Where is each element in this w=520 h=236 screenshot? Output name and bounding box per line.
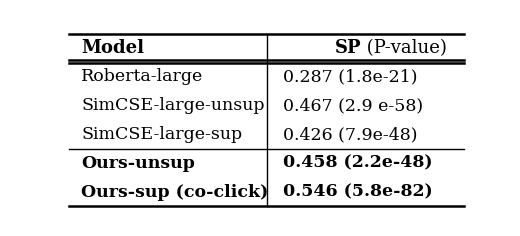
Text: Ours-unsup: Ours-unsup bbox=[81, 155, 195, 172]
Text: SimCSE-large-unsup: SimCSE-large-unsup bbox=[81, 97, 265, 114]
Text: 0.458 (2.2e-48): 0.458 (2.2e-48) bbox=[283, 155, 432, 172]
Text: 0.426 (7.9e-48): 0.426 (7.9e-48) bbox=[283, 126, 417, 143]
Text: SimCSE-large-sup: SimCSE-large-sup bbox=[81, 126, 242, 143]
Text: (P-value): (P-value) bbox=[361, 39, 447, 57]
Text: Ours-sup (co-click): Ours-sup (co-click) bbox=[81, 184, 268, 201]
Text: SP: SP bbox=[334, 39, 361, 57]
Text: 0.546 (5.8e-82): 0.546 (5.8e-82) bbox=[283, 184, 432, 201]
Text: Model: Model bbox=[81, 39, 144, 57]
Text: 0.467 (2.9 e-58): 0.467 (2.9 e-58) bbox=[283, 97, 423, 114]
Text: Roberta-large: Roberta-large bbox=[81, 68, 203, 85]
Text: 0.287 (1.8e-21): 0.287 (1.8e-21) bbox=[283, 68, 417, 85]
